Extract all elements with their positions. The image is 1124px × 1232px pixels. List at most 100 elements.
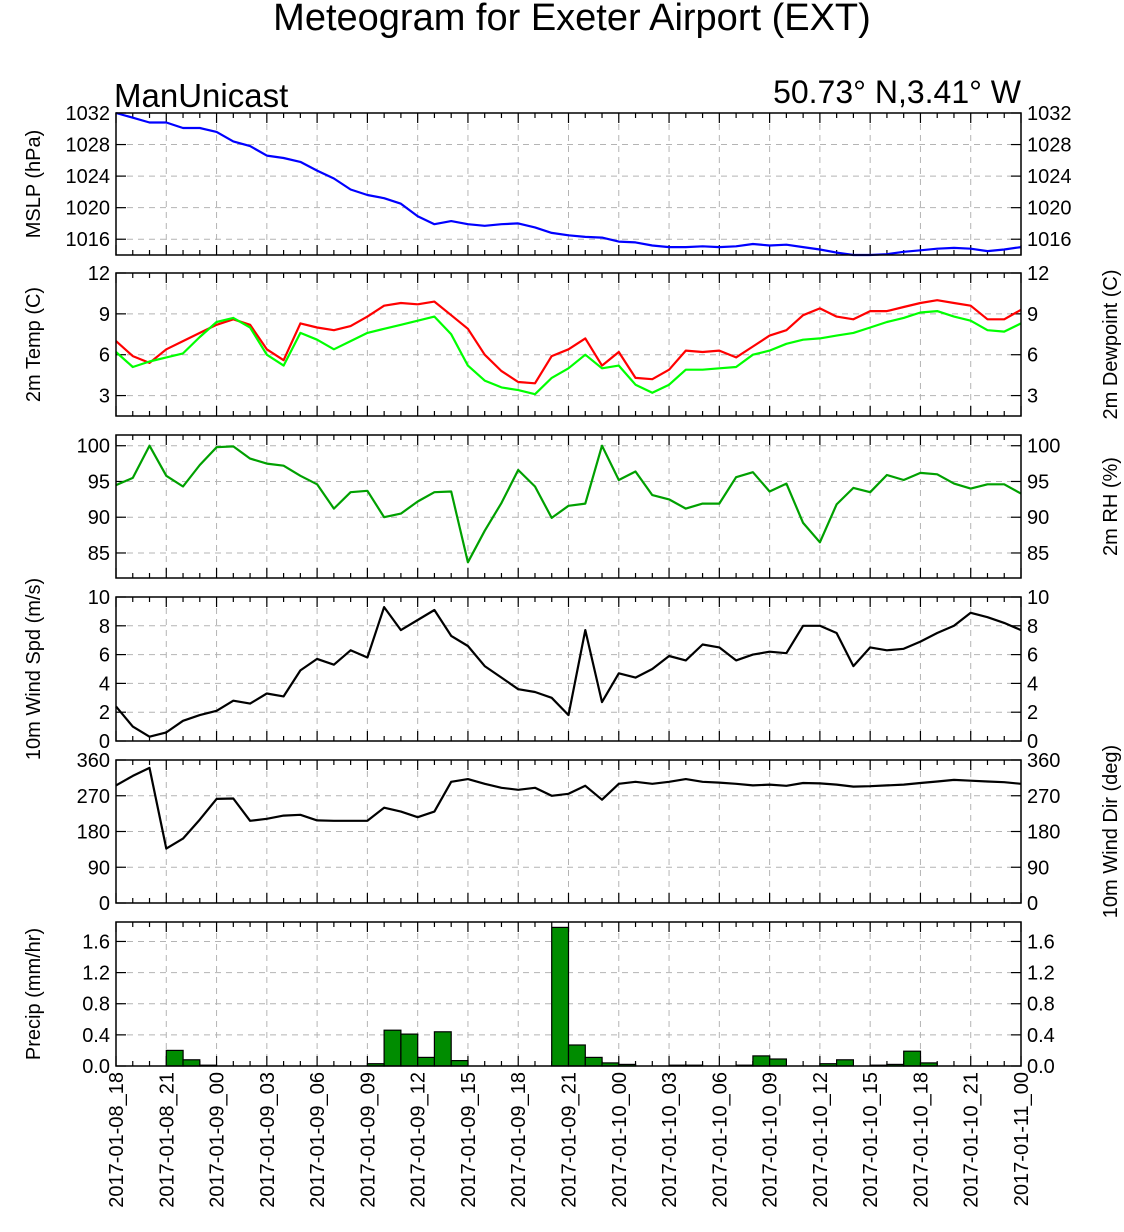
ytick-label-right: 180 <box>1027 822 1060 844</box>
precip-bar <box>903 1050 922 1067</box>
xtick-label: 2017-01-10_09 <box>760 1072 782 1208</box>
ytick-label-left: 85 <box>88 543 110 565</box>
ylabel-left: 10m Wind Spd (m/s) <box>23 578 45 760</box>
precip-bar <box>417 1056 436 1067</box>
panel-frame <box>115 596 1022 742</box>
xtick-label: 2017-01-10_21 <box>961 1072 983 1208</box>
xtick-label: 2017-01-10_03 <box>659 1072 681 1208</box>
ytick-label-right: 4 <box>1027 673 1038 695</box>
series-line-temperature-1 <box>115 310 1022 396</box>
ytick-label-right: 0.4 <box>1027 1025 1055 1047</box>
xtick-label: 2017-01-09_03 <box>257 1072 279 1208</box>
location-label: 50.73° N,3.41° W <box>773 74 1022 110</box>
ytick-label-right: 0.8 <box>1027 994 1055 1016</box>
ylabel-right: 2m RH (%) <box>1100 457 1122 556</box>
ytick-label-left: 1016 <box>66 229 111 251</box>
precip-bar <box>182 1059 201 1067</box>
ylabel-right: 2m Dewpoint (C) <box>1100 269 1122 419</box>
ytick-label-left: 3 <box>99 386 110 408</box>
ytick-label-right: 360 <box>1027 750 1060 772</box>
ytick-label-left: 100 <box>77 436 110 458</box>
xtick-label: 2017-01-09_12 <box>408 1072 430 1208</box>
ytick-label-left: 270 <box>77 786 110 808</box>
ytick-label-right: 85 <box>1027 543 1049 565</box>
ytick-label-right: 1032 <box>1027 103 1072 125</box>
precip-bar <box>768 1058 787 1067</box>
model-label: ManUnicast <box>114 77 288 114</box>
ytick-label-right: 1028 <box>1027 135 1072 157</box>
ytick-label-right: 8 <box>1027 616 1038 638</box>
ytick-label-left: 1028 <box>66 135 111 157</box>
ytick-label-left: 0.8 <box>82 994 110 1016</box>
xtick-label: 2017-01-10_06 <box>709 1072 731 1208</box>
ytick-label-left: 10 <box>88 587 110 609</box>
precip-bar <box>584 1056 603 1067</box>
ytick-label-right: 6 <box>1027 345 1038 367</box>
xtick-label: 2017-01-11_00 <box>1011 1072 1033 1206</box>
ytick-label-left: 1.2 <box>82 963 110 985</box>
xtick-label: 2017-01-10_18 <box>910 1072 932 1208</box>
xtick-label: 2017-01-10_00 <box>609 1072 631 1208</box>
ytick-label-left: 2 <box>99 702 110 724</box>
ytick-label-left: 9 <box>99 304 110 326</box>
panel-frame <box>115 112 1022 256</box>
ytick-label-right: 1020 <box>1027 198 1072 220</box>
ytick-label-left: 1032 <box>66 103 111 125</box>
precip-bar <box>400 1033 419 1067</box>
ytick-label-right: 9 <box>1027 304 1038 326</box>
ytick-label-right: 0 <box>1027 893 1038 915</box>
ytick-label-right: 6 <box>1027 645 1038 667</box>
panel-frame <box>115 921 1022 1067</box>
ytick-label-left: 8 <box>99 616 110 638</box>
ytick-label-right: 90 <box>1027 507 1049 529</box>
precip-bar <box>551 926 570 1067</box>
panel-wind_direction: 0 0 90 90 180 180 270 270 360 360 10m Wind Dir (de… <box>77 745 1122 918</box>
ytick-label-left: 360 <box>77 750 110 772</box>
ytick-label-left: 0.4 <box>82 1025 110 1047</box>
xtick-label: 2017-01-08_21 <box>156 1072 178 1208</box>
xtick-label: 2017-01-09_18 <box>508 1072 530 1208</box>
ytick-label-left: 180 <box>77 822 110 844</box>
ylabel-left: Precip (mm/hr) <box>23 928 45 1060</box>
ytick-label-left: 12 <box>88 263 110 285</box>
ytick-label-left: 95 <box>88 471 110 493</box>
precip-bar <box>433 1031 452 1067</box>
panel-wind_speed: 0 0 2 2 4 4 6 6 8 8 10 10 10m Wind Spd (m/s) <box>23 578 1049 760</box>
xtick-label: 2017-01-09_09 <box>357 1072 379 1208</box>
ytick-label-right: 1024 <box>1027 166 1072 188</box>
precip-bar <box>835 1059 854 1067</box>
ytick-label-left: 4 <box>99 673 110 695</box>
precip-bar <box>567 1044 586 1067</box>
ylabel-left: 2m Temp (C) <box>23 287 45 402</box>
ytick-label-left: 0 <box>99 731 110 753</box>
xtick-label: 2017-01-09_15 <box>458 1072 480 1208</box>
ytick-label-right: 10 <box>1027 587 1049 609</box>
ytick-label-right: 2 <box>1027 702 1038 724</box>
ytick-label-left: 1020 <box>66 198 111 220</box>
ytick-label-left: 90 <box>88 507 110 529</box>
series-line-wind_speed-0 <box>115 605 1022 738</box>
ytick-label-left: 90 <box>88 857 110 879</box>
precip-bar <box>165 1049 184 1067</box>
precip-bar <box>752 1055 771 1067</box>
ytick-label-right: 1.2 <box>1027 963 1055 985</box>
panel-mslp: 1016 1016 1020 1020 1024 1024 1028 1028 1032 1032… <box>23 103 1072 257</box>
series-line-wind_direction-0 <box>115 766 1022 850</box>
xtick-label: 2017-01-10_12 <box>810 1072 832 1208</box>
series-line-rh-0 <box>115 444 1022 564</box>
xtick-label: 2017-01-09_06 <box>307 1072 329 1208</box>
precip-bar <box>383 1029 402 1067</box>
ytick-label-left: 0 <box>99 893 110 915</box>
ytick-label-right: 0 <box>1027 731 1038 753</box>
ytick-label-right: 0.0 <box>1027 1056 1055 1078</box>
ytick-label-right: 1.6 <box>1027 931 1055 953</box>
ylabel-left: MSLP (hPa) <box>23 130 45 239</box>
panel-rh: 85 85 90 90 95 95 100 100 2m RH (%) <box>77 434 1122 579</box>
panel-frame <box>115 759 1022 904</box>
panel-frame <box>115 434 1022 579</box>
panel-frame <box>115 272 1022 417</box>
ytick-label-right: 95 <box>1027 471 1049 493</box>
xtick-label: 2017-01-09_00 <box>207 1072 229 1208</box>
